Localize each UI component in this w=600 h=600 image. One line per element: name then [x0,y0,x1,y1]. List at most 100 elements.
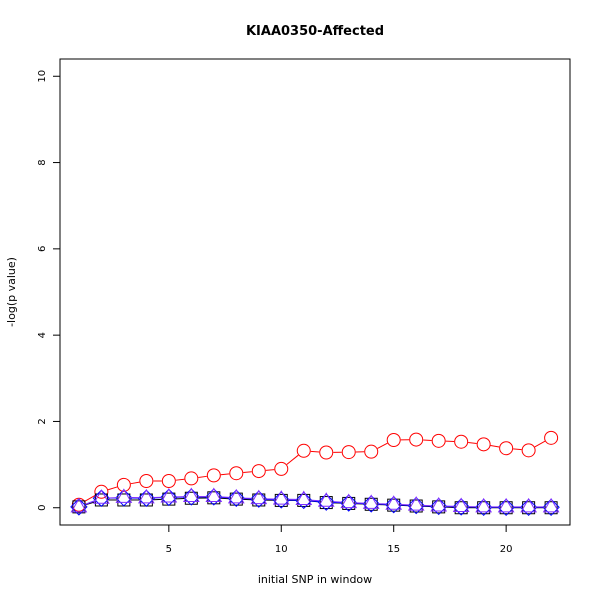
data-point [319,445,334,460]
data-point [207,491,221,505]
data-point [454,501,468,515]
data-point [519,498,538,517]
y-tick-label: 4 [37,332,48,338]
data-point [476,437,491,452]
series-segment [310,499,320,502]
series-1 [71,430,559,512]
series-segment [377,442,388,449]
series-segment [468,442,477,445]
data-point [362,494,380,509]
x-tick-label: 10 [275,544,288,555]
data-point [71,497,86,512]
data-point [452,497,470,512]
data-point [161,473,176,488]
data-point [499,501,513,515]
series-segment [310,500,320,503]
data-point [432,500,446,514]
data-point [160,488,178,507]
data-point [477,501,491,515]
data-point [295,491,313,510]
data-point [137,489,156,507]
data-point [206,468,221,483]
data-point [115,489,133,507]
data-point [520,497,537,513]
data-point [116,477,131,492]
data-point [407,496,425,515]
data-point [92,489,111,507]
data-point [72,500,86,514]
data-point [94,484,109,499]
data-point [274,493,288,507]
data-point [162,492,176,506]
data-point [497,497,515,513]
data-point [409,499,423,513]
series-segment [130,481,140,485]
data-point [429,497,448,516]
data-point [139,473,154,488]
data-point [521,443,536,458]
data-point [272,491,290,509]
series-segment [513,448,522,451]
series-segment [243,471,252,474]
x-tick-label: 5 [166,544,172,555]
data-point [250,489,268,505]
data-point [93,489,110,504]
data-point [70,497,88,513]
series-segment [175,478,185,481]
data-point [319,496,333,510]
data-point [407,496,425,511]
data-point [385,495,403,510]
data-point [272,490,290,505]
data-point [137,488,155,504]
series-segment [534,440,546,448]
data-point [452,498,470,516]
data-point [342,496,356,510]
x-tick-label: 15 [387,544,400,555]
series-segment [107,486,118,491]
data-point [497,498,515,517]
data-point [139,493,153,507]
data-point [251,464,266,479]
data-point [542,498,560,517]
data-point [295,490,313,506]
data-point [229,492,243,506]
data-point [542,497,560,513]
series-4 [70,487,560,513]
y-tick-label: 8 [37,159,48,165]
series-segment [490,445,500,448]
data-point [340,494,358,512]
data-point [297,493,311,507]
data-point [431,433,446,448]
y-tick-label: 6 [37,246,48,252]
y-axis-label: -log(p value) [5,257,18,327]
data-point [499,441,514,456]
data-point [182,487,200,503]
data-point [454,434,469,449]
y-tick-label: 2 [37,418,48,424]
data-point [341,445,356,460]
data-point [475,497,493,513]
series-segment [85,501,95,506]
x-axis: 5 10 15 20 [166,524,513,555]
data-point [115,488,133,503]
data-point [227,489,246,507]
data-point [474,498,493,517]
data-point [229,466,244,481]
data-point [544,501,558,515]
data-point [205,487,223,503]
data-point [364,497,378,511]
series-layer [70,430,560,517]
data-point [364,444,379,459]
chart-title: KIAA0350-Affected [246,24,384,39]
series-segment [265,469,275,471]
y-axis: 0 2 4 6 8 10 [37,70,61,511]
series-segment [220,473,230,476]
data-point [409,432,424,447]
series-segment [84,494,96,502]
data-point [362,495,380,513]
x-tick-label: 20 [500,544,513,555]
data-point [250,490,268,508]
data-point [387,498,401,512]
y-tick-label: 0 [37,505,48,511]
series-segment [85,500,96,505]
